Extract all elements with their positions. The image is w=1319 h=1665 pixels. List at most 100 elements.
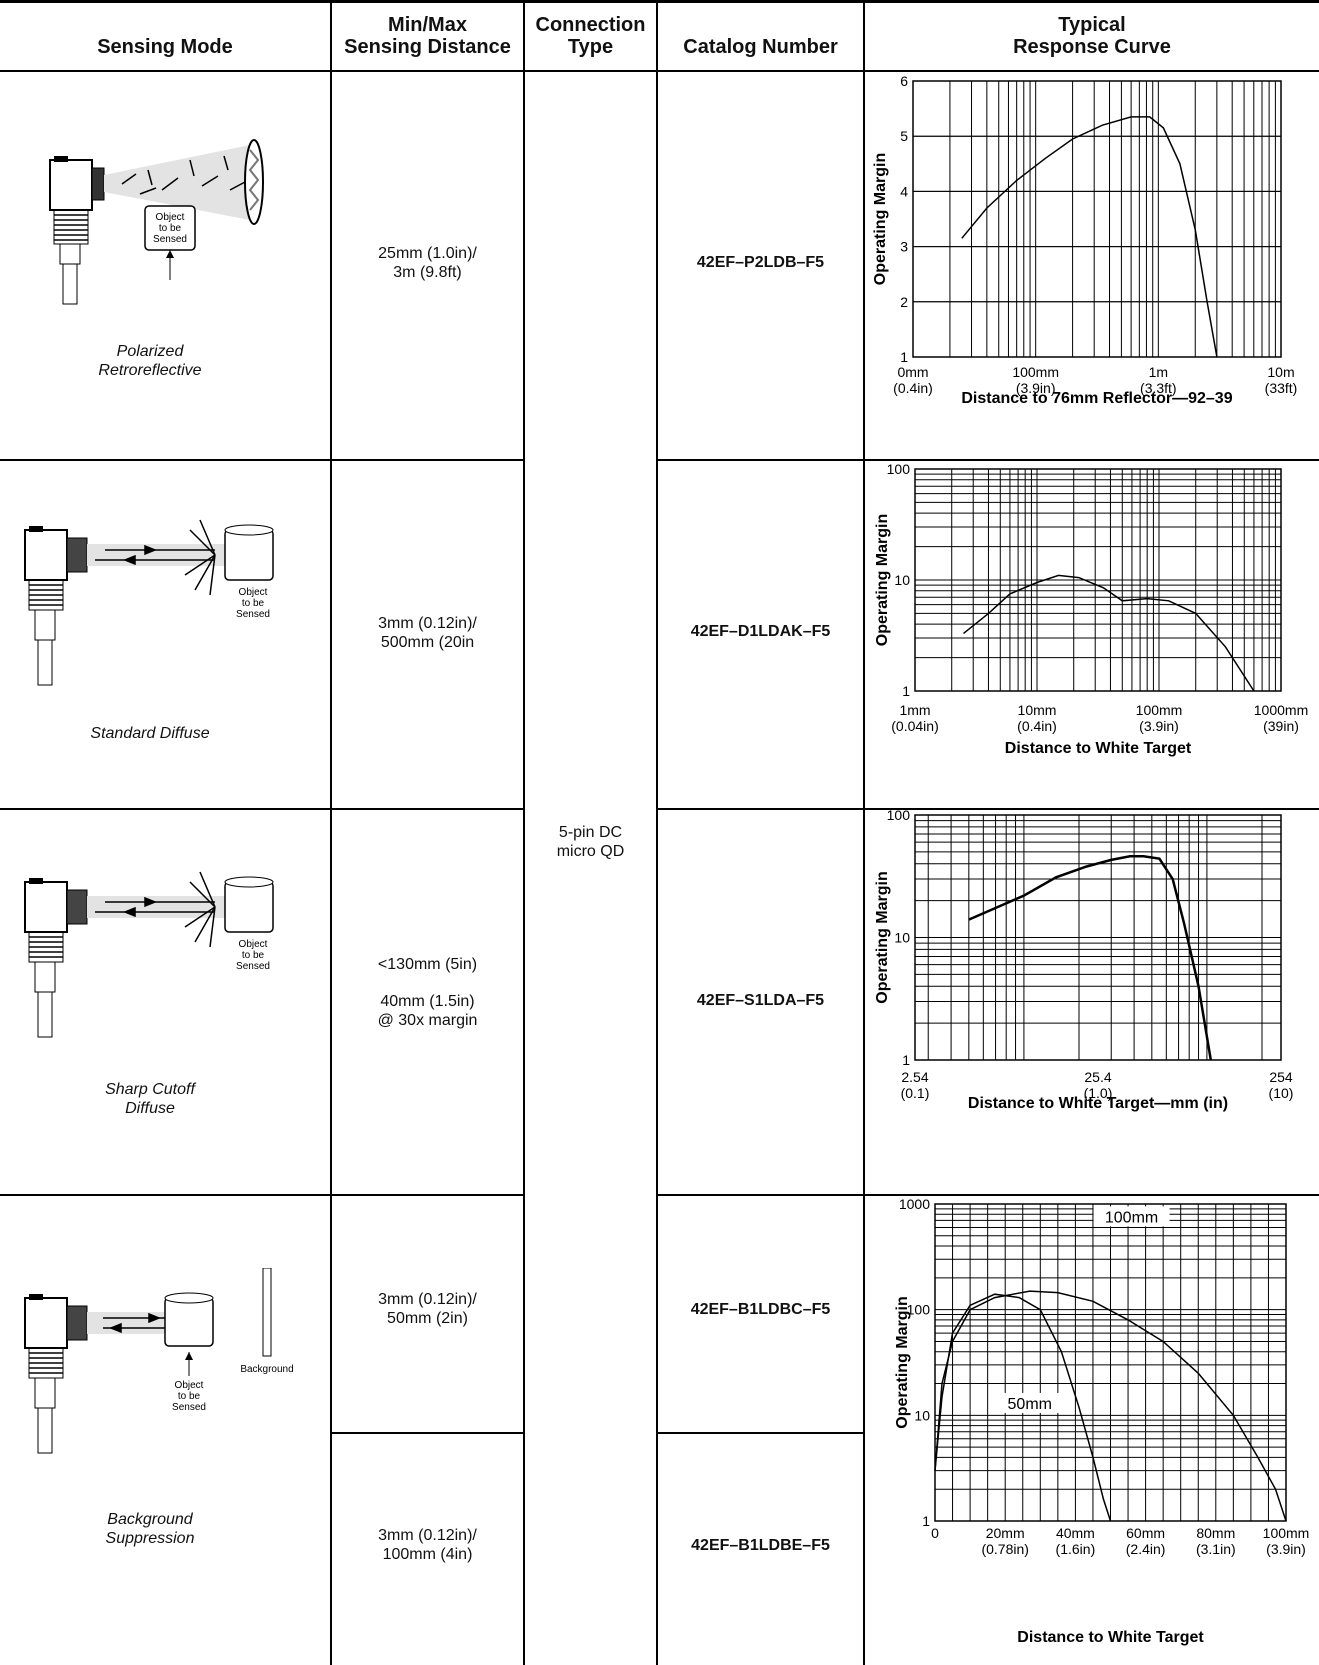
header-connection-type: Connection Type: [525, 14, 656, 58]
header-response-curve: Typical Response Curve: [865, 14, 1319, 58]
series-line-2: [934, 1293, 1112, 1522]
catalog-value: 42EF–S1LDA–F5: [696, 992, 825, 1009]
x-tick-label: 1mm: [899, 702, 930, 718]
header-sensing-distance: Min/Max Sensing Distance: [332, 14, 523, 58]
col-divider-1: [330, 0, 332, 1665]
row-rule-2a: [0, 808, 525, 810]
series-line-1: [968, 855, 1213, 1061]
header-curve-line2: Response Curve: [1013, 36, 1171, 58]
catalog-number-p2ldb: 42EF–P2LDB–F5: [658, 253, 863, 272]
row-rule-3b: [656, 1194, 1319, 1196]
sensing-distance-bg-50mm: 3mm (0.12in)/ 50mm (2in): [332, 1290, 523, 1328]
y-tick-label: 1: [902, 1052, 910, 1068]
row-rule-3a: [0, 1194, 525, 1196]
x-tick-sublabel: (3.3ft): [1140, 380, 1177, 396]
connection-type-line1: 5-pin DC: [558, 824, 623, 841]
y-tick-label: 10: [894, 572, 910, 588]
series-annotation: 100mm: [1105, 1209, 1158, 1226]
header-bottom-rule: [0, 70, 1319, 72]
target-object: [164, 1292, 214, 1376]
sensing-distance-standard-diffuse: 3mm (0.12in)/ 500mm (20in: [332, 614, 523, 652]
background-label: Background: [240, 1364, 293, 1375]
catalog-number-s1lda: 42EF–S1LDA–F5: [658, 991, 863, 1010]
object-label-1: Object: [239, 939, 268, 950]
catalog-value: 42EF–P2LDB–F5: [696, 254, 825, 271]
connection-type-cell: 5-pin DC micro QD: [525, 823, 656, 861]
catalog-number-b1ldbe: 42EF–B1LDBE–F5: [658, 1536, 863, 1555]
header-curve-line1: Typical: [1058, 14, 1126, 36]
y-tick-label: 2: [900, 294, 908, 310]
x-tick-sublabel: (3.1in): [1196, 1541, 1236, 1557]
header-connection-line2: Type: [567, 36, 614, 58]
object-label-1: Object: [239, 587, 268, 598]
distance-line1: 3mm (0.12in)/: [378, 1291, 477, 1308]
header-catalog-number: Catalog Number: [658, 36, 863, 58]
distance-line2: 40mm (1.5in): [380, 993, 475, 1010]
x-tick-sublabel: (0.1): [901, 1085, 930, 1101]
distance-line2: 500mm (20in: [380, 634, 475, 651]
x-tick-label: 10m: [1267, 364, 1294, 380]
distance-line1: 3mm (0.12in)/: [378, 615, 477, 632]
x-tick-label: 25.4: [1084, 1069, 1111, 1085]
distance-line2: 100mm (4in): [382, 1546, 473, 1563]
beam: [87, 896, 227, 918]
beam-cone: [104, 145, 250, 220]
col-divider-3: [656, 0, 658, 1665]
x-tick-sublabel: (0.78in): [981, 1541, 1028, 1557]
target-object: [144, 205, 196, 280]
x-tick-label: 100mm: [1012, 364, 1059, 380]
sensor-body: [24, 526, 88, 686]
x-tick-label: 0mm: [897, 364, 928, 380]
x-tick-label: 100mm: [1136, 702, 1183, 718]
target-object: [224, 524, 274, 581]
header-distance-line2: Sensing Distance: [344, 36, 511, 58]
sensing-mode-retroreflective: Polarized Retroreflective: [0, 342, 300, 380]
object-label-3: Sensed: [236, 961, 270, 972]
mode-line2: Suppression: [105, 1530, 195, 1547]
y-tick-label: 100: [887, 461, 911, 477]
plot-frame: [914, 468, 1282, 692]
response-curve-background-suppression: 1 10 100 1000 Operating Margin 0 20mm(0.78in) 4…: [894, 1196, 1309, 1646]
x-axis-label: Distance to White Target: [1017, 1629, 1204, 1646]
sensor-illustration-standard-diffuse: Object to be Sensed: [24, 519, 274, 686]
catalog-number-d1ldak: 42EF–D1LDAK–F5: [658, 622, 863, 641]
object-label-3: Sensed: [236, 609, 270, 620]
y-axis-label: Operating Margin: [894, 1296, 911, 1428]
series-line-1: [961, 116, 1218, 358]
response-curve-sharp-cutoff: 1 10 100 Operating Margin 2.54(0.1) 25.4(1.0)…: [874, 810, 1293, 1112]
row-rule-1a: [0, 459, 525, 461]
x-tick-label: 20mm: [986, 1525, 1025, 1541]
header-sensing-mode-label: Sensing Mode: [97, 36, 233, 58]
x-tick-label: 40mm: [1056, 1525, 1095, 1541]
y-tick-label: 10: [894, 930, 910, 946]
sensor-illustration-sharp-cutoff: Object to be Sensed: [24, 871, 274, 1038]
header-catalog-label: Catalog Number: [683, 36, 838, 58]
plot-frame: [912, 80, 1282, 358]
x-tick-sublabel: (2.4in): [1126, 1541, 1166, 1557]
annotation-bg: [991, 1392, 1068, 1413]
sensing-mode-background-suppression: Background Suppression: [0, 1510, 300, 1548]
object-label-3: Sensed: [172, 1402, 206, 1413]
object-label-2: to be: [178, 1391, 201, 1402]
catalog-value: 42EF–B1LDBE–F5: [691, 1537, 830, 1554]
header-distance-line1: Min/Max: [388, 14, 467, 36]
x-tick-sublabel: (0.4in): [893, 380, 933, 396]
y-tick-label: 100: [907, 1302, 931, 1318]
row-rule-1b: [656, 459, 1319, 461]
x-tick-label: 1m: [1149, 364, 1168, 380]
y-tick-label: 5: [900, 128, 908, 144]
distance-line1: 3mm (0.12in)/: [378, 1527, 477, 1544]
x-tick-sublabel: (3.9in): [1016, 380, 1056, 396]
y-axis-label: Operating Margin: [874, 871, 891, 1003]
object-label-1: Object: [175, 1380, 204, 1391]
sensing-mode-sharp-cutoff: Sharp Cutoff Diffuse: [0, 1080, 300, 1118]
x-tick-label: 80mm: [1196, 1525, 1235, 1541]
y-tick-label: 1000: [899, 1196, 930, 1212]
sensing-distance-bg-100mm: 3mm (0.12in)/ 100mm (4in): [332, 1526, 523, 1564]
x-axis-label: Distance to White Target—mm (in): [968, 1095, 1228, 1112]
series-line-1: [934, 1290, 1287, 1522]
series-line-1: [963, 574, 1255, 692]
sensor-illustration-retroreflective: Object to be Sensed: [49, 139, 264, 305]
x-tick-sublabel: (1.6in): [1056, 1541, 1096, 1557]
